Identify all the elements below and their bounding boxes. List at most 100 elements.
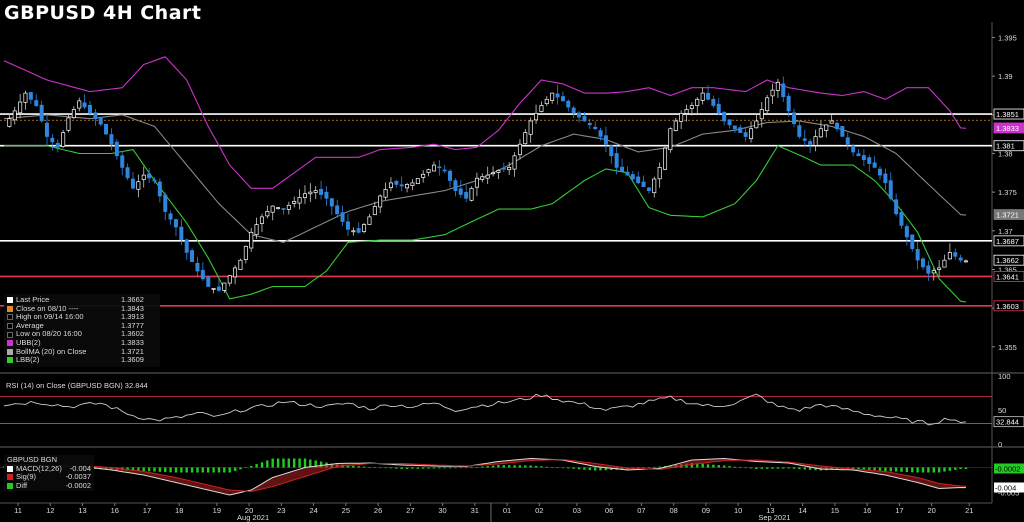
macd-diff-bar [438,467,441,469]
macd-tick-label: -0.005 [998,489,1019,498]
candle [130,178,135,189]
macd-diff-bar [217,467,221,473]
candle [646,187,651,191]
price-tick-label: 1.39 [998,72,1013,81]
candle [947,252,952,260]
macd-diff-bar [889,467,892,472]
macd-tag [994,463,1024,474]
candle [555,93,560,98]
candle [765,97,770,112]
candle [120,155,125,168]
macd-diff-bar [723,465,726,468]
candle [243,245,248,260]
time-tick-label: 27 [406,506,414,515]
macd-diff-bar [534,465,538,468]
candle [276,207,281,209]
price-tag-label: 1.3833 [996,124,1019,133]
candle [512,155,517,170]
time-tick-label: 06 [605,506,613,515]
macd-diff-bar [782,467,785,469]
macd-diff-bar [556,467,559,469]
macd-diff-bar [588,467,591,471]
candle [286,204,291,210]
candle [313,190,318,193]
macd-diff-bar [131,467,135,471]
signal-line [3,458,967,493]
macd-legend-entry: Diff -0.0002 [7,481,91,491]
macd-diff-bar [776,467,780,469]
macd-diff-bar [137,467,140,471]
macd-diff-bar [577,467,581,470]
macd-diff-bar [739,467,742,468]
legend-value: 1.3602 [121,329,144,339]
macd-diff-bar [604,467,608,471]
candle [356,228,361,233]
macd-legend-title: GBPUSD BGN [7,455,58,464]
bollma-line [3,114,967,243]
candle [259,216,264,224]
macd-diff-bar [642,467,645,469]
candle [61,132,66,147]
candle [249,231,254,249]
candle [28,92,33,100]
time-tick-label: 16 [111,506,119,515]
macd-diff-bar [346,465,350,468]
rsi-tag [993,416,1024,428]
macd-diff-bar [411,467,414,469]
candle [319,188,324,195]
candle [770,89,775,97]
candle [614,153,619,168]
candle [469,187,474,201]
candle [270,205,275,213]
macd-diff-bar [293,458,296,468]
candle [421,173,426,178]
macd-diff-bar [174,467,178,473]
time-tick-label: 25 [342,506,350,515]
candle [216,286,221,291]
legend-value: -0.0037 [65,472,91,482]
candle [437,166,442,169]
macd-diff-bar [384,467,387,469]
macd-diff-bar [271,458,274,468]
macd-diff-bar [400,467,403,469]
candle [410,182,415,186]
legend-value: 1.3843 [121,303,144,313]
candle [759,109,764,120]
time-tick-label: 16 [863,506,871,515]
candle [453,180,458,191]
candle [44,122,49,137]
candle [963,260,968,263]
candle [679,112,684,122]
candle [152,179,157,182]
candle [372,206,377,216]
macd-diff-bar [282,458,285,468]
legend-swatch [7,474,13,481]
macd-diff-bar [255,464,258,468]
candle [958,257,963,261]
macd-diff-bar [884,467,887,471]
candle [297,197,302,204]
rsi-label: RSI (14) on Close (GBPUSD BGN) 32.844 [6,381,148,390]
candle [265,211,270,217]
candle [292,201,297,204]
macd-diff-bar [287,458,290,468]
macd-diff-bar [551,467,554,468]
macd-diff-bar [696,463,699,468]
candle [141,174,146,180]
candle [528,120,533,135]
candle [71,109,76,119]
rsi-tick-label: 50 [998,406,1006,415]
candle [792,112,797,125]
candle [507,167,512,171]
candle [840,126,845,137]
candle [689,105,694,109]
macd-diff-bar [545,466,548,468]
price-legend: Last Price 1.3662 Close on 08/10 ---- 1.384… [4,294,160,367]
legend-value: 1.3721 [121,346,144,356]
macd-diff-bar [486,466,489,468]
month-label: Aug 2021 [237,513,269,522]
macd-diff-bar [298,458,301,468]
candle [781,83,786,98]
macd-diff-bar [513,465,516,468]
lbb-line [4,145,967,303]
